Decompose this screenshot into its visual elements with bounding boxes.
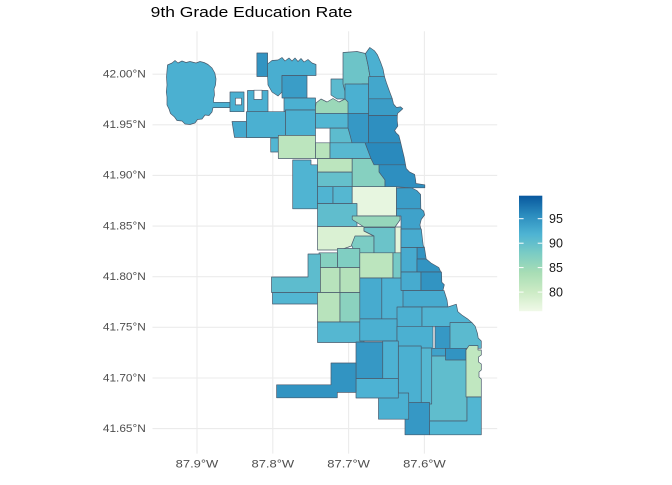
svg-text:41.95°N: 41.95°N	[103, 119, 146, 131]
svg-text:41.70°N: 41.70°N	[103, 372, 146, 384]
svg-text:87.7°W: 87.7°W	[327, 458, 370, 470]
svg-text:41.80°N: 41.80°N	[103, 271, 146, 283]
svg-text:9th Grade Education Rate: 9th Grade Education Rate	[151, 5, 353, 21]
svg-text:95: 95	[549, 212, 563, 226]
svg-text:90: 90	[549, 237, 563, 251]
svg-text:80: 80	[549, 286, 563, 300]
svg-text:42.00°N: 42.00°N	[103, 69, 146, 81]
svg-text:85: 85	[549, 261, 563, 275]
svg-text:41.65°N: 41.65°N	[103, 423, 146, 435]
svg-text:41.90°N: 41.90°N	[103, 170, 146, 182]
svg-text:41.75°N: 41.75°N	[103, 322, 146, 334]
svg-text:87.8°W: 87.8°W	[252, 458, 295, 470]
svg-text:87.9°W: 87.9°W	[176, 458, 219, 470]
svg-text:87.6°W: 87.6°W	[403, 458, 446, 470]
svg-text:41.85°N: 41.85°N	[103, 220, 146, 232]
